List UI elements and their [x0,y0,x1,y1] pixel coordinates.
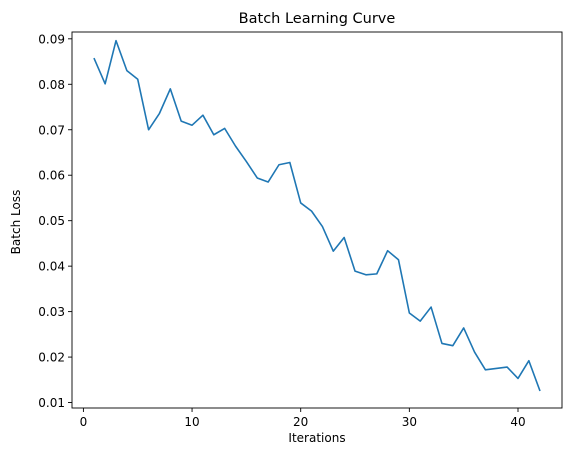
data-point [224,128,226,130]
y-tick-label: 0.09 [38,32,65,46]
data-point [202,114,204,116]
data-point [474,351,476,353]
y-axis-ticks: 0.01 0.02 0.03 0.04 0.05 0.06 0.07 0.08 0.09 [38,32,72,410]
data-point [126,70,128,72]
data-point [485,369,487,371]
x-axis-ticks: 0 10 20 30 40 [80,408,526,429]
data-point [115,40,117,42]
data-point [278,164,280,166]
series-layer [93,39,541,392]
x-axis-label: Iterations [288,431,345,445]
data-point [235,145,237,147]
y-tick-label: 0.01 [38,396,65,410]
data-point [539,389,541,391]
data-point [365,274,367,276]
data-point [104,83,106,85]
y-axis-label: Batch Loss [9,190,23,255]
data-point [300,202,302,204]
data-point [441,343,443,345]
data-point [376,273,378,275]
series-line [93,39,541,392]
y-tick-label: 0.08 [38,78,65,92]
data-point [213,134,215,136]
chart-title: Batch Learning Curve [239,11,396,27]
data-point [256,177,258,179]
data-point [387,250,389,252]
data-point [93,58,95,60]
x-tick-label: 40 [510,415,525,429]
data-point [528,360,530,362]
data-point [354,270,356,272]
data-point [506,366,508,368]
data-point [495,368,497,370]
y-tick-label: 0.07 [38,123,65,137]
data-point [452,345,454,347]
data-point [398,259,400,261]
plot-area: 0 10 20 30 40 0.010.020.030.040.050.060.070.… [38,31,563,429]
data-point [246,161,248,163]
data-point [517,378,519,380]
data-point [409,312,411,314]
x-tick-label: 0 [80,415,88,429]
data-point [137,78,139,80]
data-point [170,88,172,90]
data-point [180,120,182,122]
y-tick-label: 0.05 [38,214,65,228]
data-point [289,162,291,164]
data-point [148,129,150,131]
data-point [343,237,345,239]
data-point [419,320,421,322]
data-point [311,210,313,212]
x-tick-label: 20 [293,415,308,429]
data-point [333,250,335,252]
data-point [322,226,324,228]
y-tick-label: 0.04 [38,260,65,274]
y-tick-label: 0.06 [38,169,65,183]
data-point [267,181,269,183]
y-tick-label: 0.03 [38,305,65,319]
data-point [463,327,465,329]
x-tick-label: 30 [402,415,417,429]
data-point [191,124,193,126]
plot-frame [71,31,563,409]
data-point [430,306,432,308]
x-tick-label: 10 [184,415,199,429]
y-tick-label: 0.02 [38,351,65,365]
data-point [159,113,161,115]
